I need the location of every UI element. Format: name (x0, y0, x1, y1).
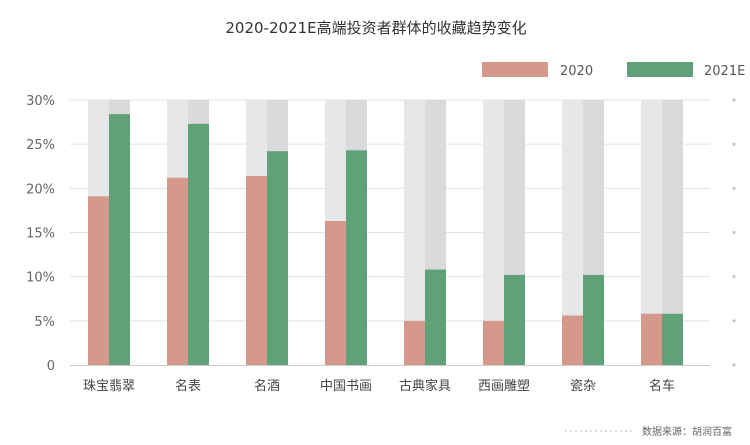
legend-label-2020: 2020 (560, 64, 593, 79)
gridlines (70, 99, 710, 322)
x-category-label: 珠宝翡翠 (83, 379, 135, 394)
y-tick-label: 10% (26, 271, 55, 286)
y-tick-label: 25% (26, 138, 55, 153)
y-axis: 0 5% 10% 15% 20% 25% 30% (26, 94, 55, 374)
y-tick-label: 15% (26, 227, 55, 242)
right-edge-dot (732, 98, 736, 102)
background-bar (641, 100, 662, 365)
bar-2020-2 (246, 175, 267, 365)
y-tick-label: 30% (26, 94, 55, 109)
right-edge-dot (732, 186, 736, 190)
right-edge-dot (732, 275, 736, 279)
right-edge-dot (732, 363, 736, 367)
right-edge-dot (732, 142, 736, 146)
y-tick-label: 20% (26, 182, 55, 197)
right-edge-markers (732, 98, 736, 367)
y-tick-label: 5% (34, 315, 55, 330)
background-bar (662, 100, 683, 365)
data-bars (88, 114, 683, 365)
bar-2020-3 (325, 221, 346, 365)
bar-2020-1 (167, 177, 188, 365)
x-category-label: 中国书画 (320, 379, 372, 394)
bar-2021e-1 (188, 123, 209, 365)
background-bar (404, 100, 425, 365)
x-category-label: 名表 (175, 378, 201, 394)
source-note: 数据来源：胡润百富 (642, 425, 732, 438)
bar-2021e-6 (583, 274, 604, 365)
bar-2020-6 (562, 315, 583, 365)
bar-2021e-2 (267, 151, 288, 365)
x-category-label: 西画雕塑 (478, 379, 530, 394)
right-edge-dot (732, 230, 736, 235)
bar-2020-0 (88, 196, 109, 365)
legend: 2020 2021E (482, 62, 745, 79)
background-bar (483, 100, 504, 365)
x-category-label: 古典家具 (399, 378, 451, 394)
chart-title: 2020-2021E高端投资者群体的收藏趋势变化 (225, 19, 526, 37)
x-category-label: 瓷杂 (570, 379, 596, 394)
legend-swatch-2021e (627, 62, 693, 77)
bar-2021e-3 (346, 150, 367, 365)
x-axis: 珠宝翡翠 名表 名酒 中国书画 古典家具 西画雕塑 瓷杂 名车 (70, 365, 710, 394)
bar-2020-4 (404, 320, 425, 365)
x-category-label: 名车 (649, 378, 675, 394)
background-bar (562, 100, 583, 365)
y-tick-label: 0 (47, 359, 55, 374)
bar-2021e-7 (662, 313, 683, 365)
x-category-label: 名酒 (254, 378, 280, 394)
bar-2021e-4 (425, 269, 446, 365)
legend-label-2021e: 2021E (704, 64, 745, 79)
bar-2020-5 (483, 320, 504, 365)
bar-2021e-5 (504, 274, 525, 365)
bar-2020-7 (641, 313, 662, 365)
right-edge-dot (732, 319, 736, 323)
legend-swatch-2020 (482, 62, 548, 77)
bar-2021e-0 (109, 114, 130, 365)
